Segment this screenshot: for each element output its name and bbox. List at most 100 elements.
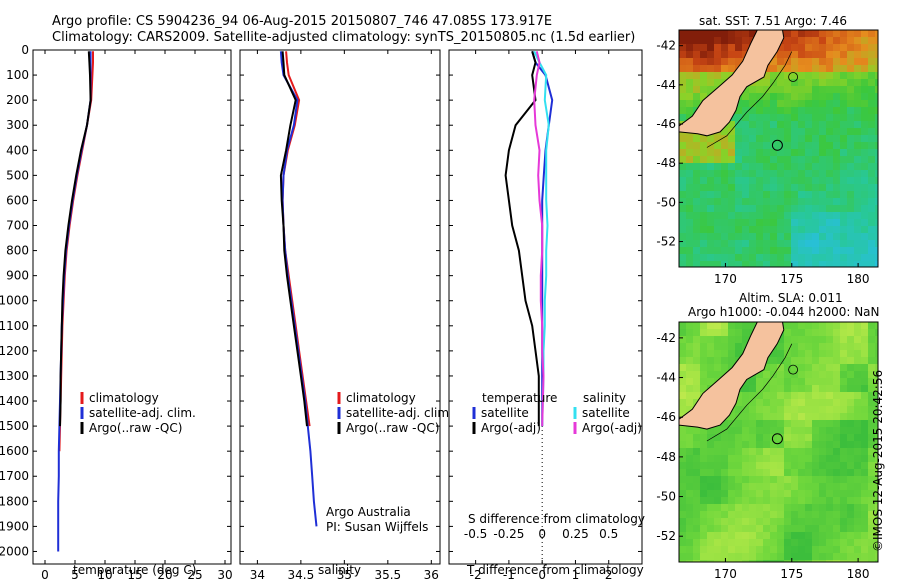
argo-australia-label: Argo Australia [326, 505, 411, 519]
salinity-diff-tick-label: 0.25 [562, 527, 589, 541]
depth-tick-label: 1300 [0, 369, 29, 383]
sla-map-panel: 170 175 180 -42 -44 -46 -48 -50 -52 [656, 321, 879, 580]
sst-map-xtick-label: 170 [714, 272, 737, 286]
sst-map-contour [706, 51, 793, 148]
difference-xlabel-top: S difference from climatology [468, 512, 645, 526]
sst-map-ytick-label: -52 [656, 235, 676, 249]
temperature-xlabel: temperature (deg C) [73, 563, 197, 577]
depth-tick-label: 1000 [0, 294, 29, 308]
depth-tick-label: 0 [21, 43, 29, 57]
temperature-xtick-label: 5 [71, 568, 79, 580]
sla-map-seamount-contour [788, 364, 798, 375]
temperature-legend-title: temperature [482, 391, 557, 405]
difference-series-3 [533, 50, 550, 427]
depth-tick-label: 1800 [0, 494, 29, 508]
sst-map-argo-location [771, 139, 783, 151]
salinity-xtick-label: 35 [337, 568, 352, 580]
difference-series-4 [533, 51, 545, 427]
salinity-legend-1-label: climatology [346, 391, 416, 405]
salinity-diff-tick-label: -0.5 [464, 527, 487, 541]
difference-xtick-label: 1 [572, 568, 580, 580]
sst-map-ytick-label: -46 [656, 117, 676, 131]
difference-xtick-label: 2 [605, 568, 613, 580]
salinity-xtick-label: 34.5 [288, 568, 315, 580]
sla-map-ytick-label: -46 [656, 410, 676, 424]
sla-map-xtick-label: 170 [714, 567, 737, 580]
difference-s-legend-1-label: satellite [582, 406, 630, 420]
temperature-panel: 0100200300400500600700800900100011001200… [0, 43, 233, 580]
sst-map-xtick-label: 175 [780, 272, 803, 286]
depth-tick-label: 1700 [0, 469, 29, 483]
difference-panel: -2-1012-0.5-0.2500.250.5temperaturesalin… [448, 49, 643, 580]
salinity-legend-title: salinity [583, 391, 626, 405]
difference-s-legend-2-label: Argo(-adj) [582, 421, 642, 435]
depth-tick-label: 700 [6, 219, 29, 233]
pi-label: PI: Susan Wijffels [326, 520, 429, 534]
sla-map-ytick-label: -50 [656, 490, 676, 504]
temperature-xtick-label: 10 [97, 568, 112, 580]
imos-watermark: ©IMOS 12-Aug-2015 20:42:56 [871, 369, 885, 552]
difference-xtick-label: -2 [470, 568, 482, 580]
depth-tick-label: 1500 [0, 419, 29, 433]
sla-map-xtick-label: 175 [780, 567, 803, 580]
sst-map-xtick-label: 180 [847, 272, 870, 286]
difference-t-legend-1-label: satellite [481, 406, 529, 420]
temperature-frame [32, 49, 232, 565]
sst-map-land [679, 30, 785, 137]
sla-map-land [679, 322, 785, 430]
temperature-series-3 [59, 51, 92, 427]
temperature-xtick-label: 0 [41, 568, 49, 580]
sst-map-ytick-label: -44 [656, 78, 676, 92]
salinity-panel: 34 34.5 35 35.5 36 climatologysatellite-adj. … [239, 49, 453, 580]
salinity-xtick-label: 36 [424, 568, 439, 580]
sst-map-ytick-label: -42 [656, 39, 676, 53]
difference-xlabel: T difference from climatology [467, 563, 644, 577]
salinity-series-3 [279, 51, 308, 427]
depth-tick-label: 500 [6, 168, 29, 182]
sla-map-field [679, 322, 878, 562]
depth-tick-label: 1400 [0, 394, 29, 408]
temperature-xtick-label: 15 [127, 568, 142, 580]
sla-map-frame [678, 321, 879, 563]
depth-tick-label: 1200 [0, 344, 29, 358]
depth-tick-label: 1600 [0, 444, 29, 458]
sst-map-frame [678, 29, 879, 268]
sst-map-title: sat. SST: 7.51 Argo: 7.46 [699, 14, 848, 28]
temperature-xtick-label: 20 [157, 568, 172, 580]
salinity-diff-tick-label: -0.25 [493, 527, 524, 541]
sla-map-contour [706, 343, 793, 442]
temperature-legend-1-label: climatology [89, 391, 159, 405]
depth-tick-label: 600 [6, 193, 29, 207]
difference-t-legend-2-label: Argo(-adj) [481, 421, 541, 435]
depth-tick-label: 800 [6, 244, 29, 258]
sla-map-argo-location [771, 433, 783, 445]
salinity-xtick-label: 35.5 [374, 568, 401, 580]
salinity-frame [239, 49, 441, 565]
salinity-xlabel: salinity [318, 563, 362, 577]
temperature-xtick-label: 30 [217, 568, 232, 580]
depth-tick-label: 300 [6, 118, 29, 132]
depth-tick-label: 1900 [0, 519, 29, 533]
depth-tick-label: 2000 [0, 544, 29, 558]
sst-map-ytick-label: -50 [656, 195, 676, 209]
depth-tick-label: 200 [6, 93, 29, 107]
depth-tick-label: 900 [6, 269, 29, 283]
sla-map-title-1: Altim. SLA: 0.011 [739, 291, 843, 305]
sst-map-panel: 170 175 180 -42 -44 -46 -48 -50 -52 [656, 29, 879, 286]
salinity-diff-tick-label: 0.5 [599, 527, 618, 541]
sla-map-ytick-label: -44 [656, 371, 676, 385]
sst-map-seamount-contour [788, 72, 798, 82]
sla-map-title-2: Argo h1000: -0.044 h2000: NaN [688, 305, 880, 319]
salinity-legend-2-label: satellite-adj. clim. [346, 406, 453, 420]
depth-tick-label: 1100 [0, 319, 29, 333]
sla-map-xtick-label: 180 [847, 567, 870, 580]
climatology-title: Climatology: CARS2009. Satellite-adjuste… [52, 30, 636, 45]
depth-tick-label: 100 [6, 68, 29, 82]
sst-map-ytick-label: -48 [656, 156, 676, 170]
temperature-xtick-label: 25 [187, 568, 202, 580]
sla-map-ytick-label: -52 [656, 529, 676, 543]
salinity-legend-3-label: Argo(..raw -QC) [346, 421, 439, 435]
sla-map-ytick-label: -42 [656, 331, 676, 345]
salinity-xtick-label: 34 [250, 568, 265, 580]
profile-title: Argo profile: CS 5904236_94 06-Aug-2015 … [52, 14, 553, 29]
